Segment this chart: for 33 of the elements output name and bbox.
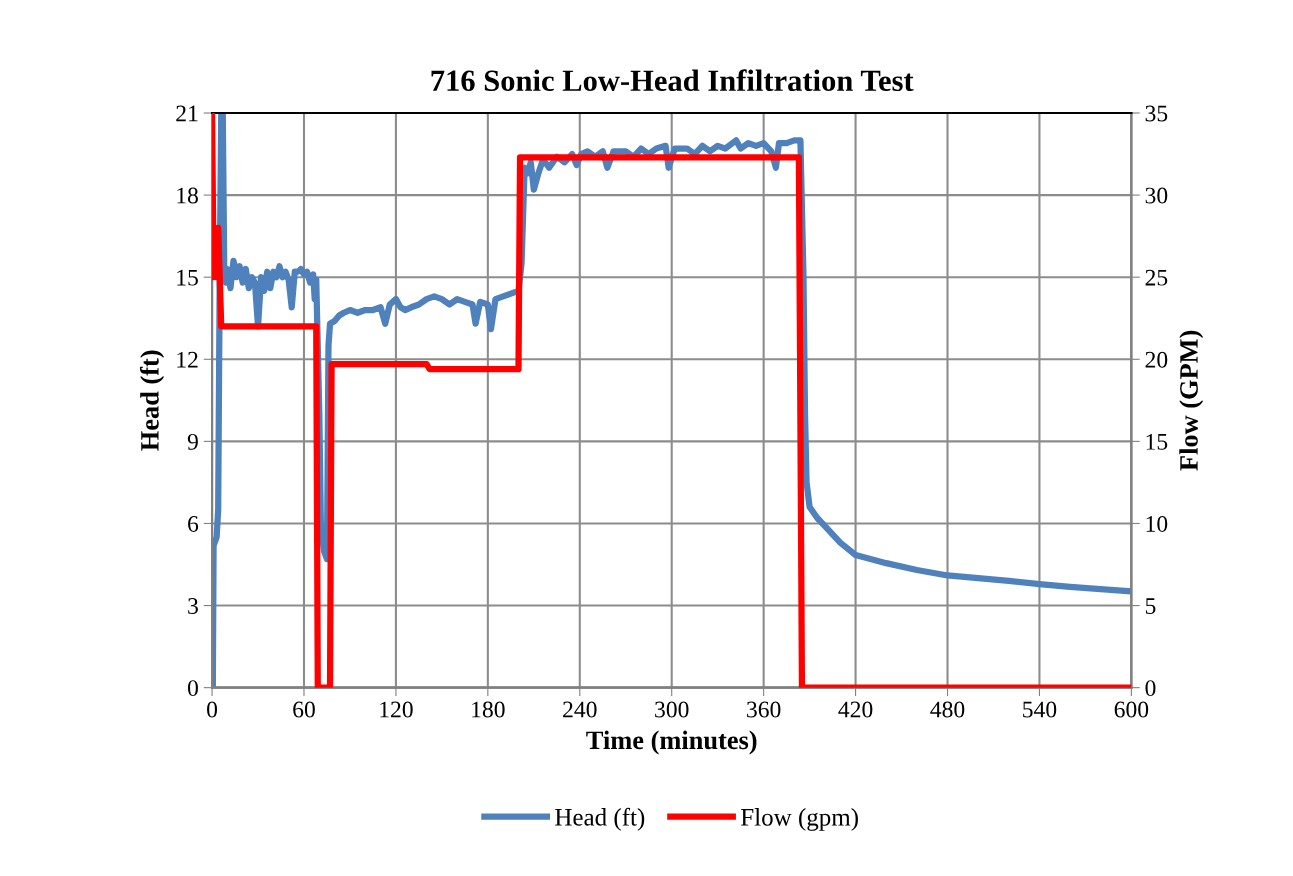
y-tick-label: 21 <box>176 105 198 122</box>
x-tick-label: 300 <box>655 701 689 718</box>
x-tick-label: 0 <box>207 701 218 718</box>
x-tick-label: 180 <box>472 701 505 718</box>
y2-tick-label: 35 <box>1145 105 1168 122</box>
y2-tick-label: 10 <box>1146 515 1168 532</box>
y2-axis-title: Flow (GPM) <box>1179 330 1204 471</box>
x-tick-label: 420 <box>838 701 873 718</box>
y2-tick-label: 30 <box>1145 187 1168 204</box>
x-tick-label: 360 <box>747 701 781 718</box>
x-tick-label: 600 <box>1114 701 1149 718</box>
x-tick-label: 540 <box>1023 701 1057 718</box>
y2-tick-label: 15 <box>1146 433 1168 450</box>
y-axis-title: Head (ft) <box>139 350 165 451</box>
y-tick-label: 0 <box>187 680 198 697</box>
y2-tick-label: 25 <box>1145 269 1168 286</box>
x-tick-label: 480 <box>930 701 965 718</box>
y-tick-label: 3 <box>188 598 198 614</box>
y-tick-label: 18 <box>177 187 198 204</box>
x-tick-label: 240 <box>563 701 597 718</box>
y2-tick-label: 0 <box>1145 680 1156 697</box>
x-tick-label: 60 <box>293 701 315 718</box>
y2-tick-label: 5 <box>1145 598 1156 614</box>
legend-label: Head (ft) <box>555 807 645 831</box>
y-tick-label: 6 <box>188 516 199 532</box>
y2-tick-label: 20 <box>1145 351 1168 368</box>
chart-title: 716 Sonic Low-Head Infiltration Test <box>431 69 914 92</box>
x-tick-label: 120 <box>380 701 413 718</box>
legend-label: Flow (gpm) <box>741 808 858 831</box>
x-axis-title: Time (minutes) <box>586 730 757 755</box>
y-tick-label: 15 <box>177 269 198 286</box>
y-tick-label: 9 <box>187 433 198 450</box>
y-tick-label: 12 <box>177 351 198 368</box>
